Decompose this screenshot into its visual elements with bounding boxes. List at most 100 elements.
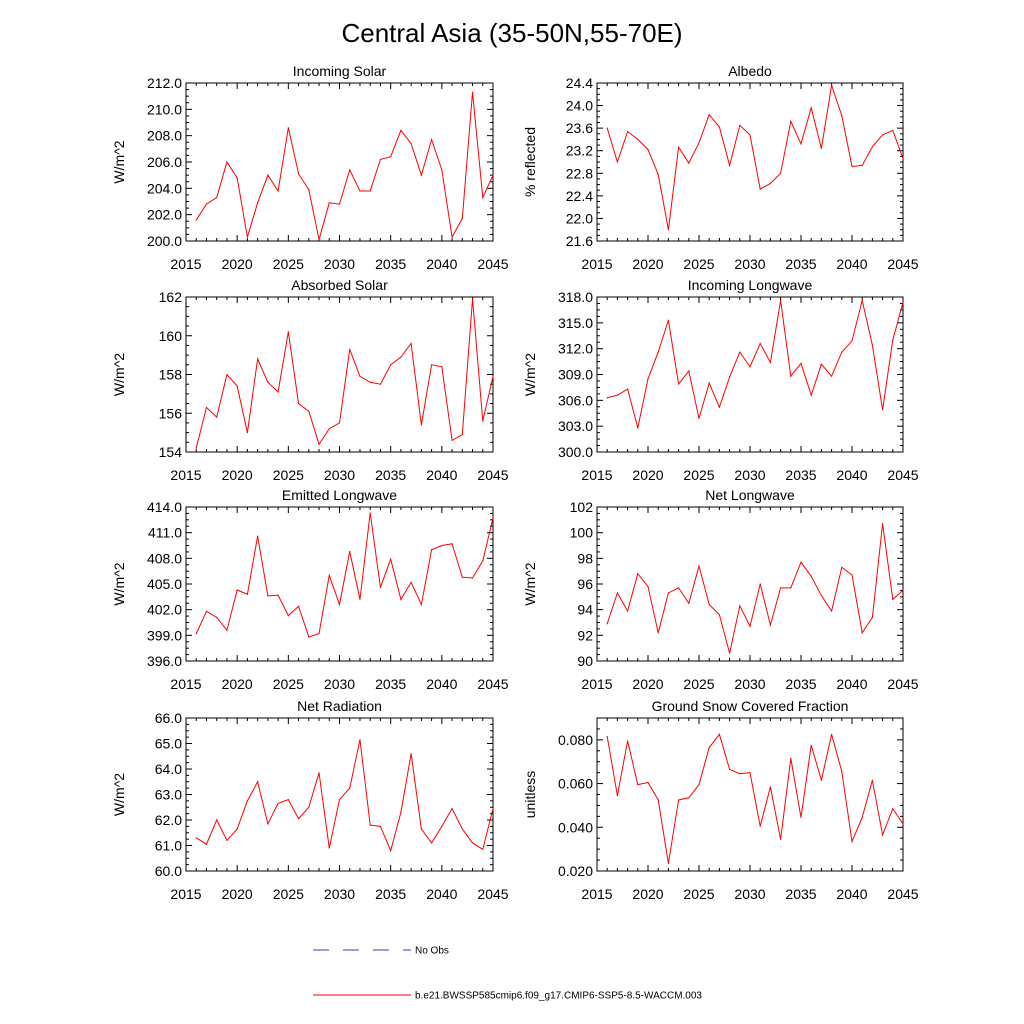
albedo-data-point: [606, 127, 608, 129]
absorbed-solar-data-point: [226, 373, 228, 376]
emitted-longwave-x-tick-label: 2040: [426, 676, 457, 692]
incoming-longwave-data-point: [800, 362, 802, 364]
absorbed-solar-data-point: [441, 366, 443, 368]
emitted-longwave-data-point: [297, 605, 300, 607]
incoming-solar-data-point: [349, 169, 351, 171]
ground-snow-covered-fraction-x-tick-label: 2030: [734, 886, 765, 902]
incoming-longwave-y-tick-label: 315.0: [558, 315, 593, 331]
ground-snow-covered-fraction-plot-frame: [596, 717, 904, 872]
incoming-solar-data-point: [390, 156, 392, 158]
emitted-longwave-x-tick-label: 2030: [324, 676, 355, 692]
absorbed-solar-data-point: [328, 428, 330, 430]
absorbed-solar-data-point: [236, 385, 238, 387]
absorbed-solar-panel: Absorbed Solar 2015 2020 2025 2030 2035 2040 20…: [111, 277, 509, 483]
albedo-data-point: [688, 162, 690, 164]
incoming-solar-plot-frame: [185, 82, 494, 242]
incoming-solar-data-point: [441, 169, 443, 171]
incoming-longwave-data-point: [739, 351, 741, 353]
emitted-longwave-data-point: [267, 595, 269, 597]
incoming-solar-data-point: [205, 203, 208, 205]
incoming-solar-x-tick-label: 2040: [426, 256, 457, 272]
absorbed-solar-data-point: [471, 298, 474, 300]
emitted-longwave-data-point: [226, 629, 228, 631]
emitted-longwave-data-point: [205, 610, 208, 612]
net-longwave-y-tick-label: 94: [577, 602, 593, 618]
net-longwave-plot-frame: [596, 506, 904, 662]
net-radiation-data-point: [461, 828, 463, 830]
absorbed-solar-y-axis-label: W/m^2: [111, 353, 127, 396]
net-longwave-data-point: [657, 632, 659, 634]
incoming-longwave-data-point: [851, 340, 853, 342]
net-radiation-y-tick-label: 60.0: [155, 863, 182, 879]
net-longwave-y-axis-label: W/m^2: [522, 562, 538, 605]
net-radiation-data-point: [420, 828, 422, 830]
ground-snow-covered-fraction-data-point: [718, 733, 721, 735]
absorbed-solar-y-tick-label: 154: [159, 444, 183, 460]
emitted-longwave-y-tick-label: 408.0: [147, 550, 182, 566]
net-longwave-data-point: [892, 598, 894, 601]
albedo-data-point: [759, 188, 761, 190]
net-radiation-data-point: [257, 781, 259, 783]
albedo-y-tick-label: 22.8: [566, 165, 593, 181]
net-longwave-data-point: [698, 565, 700, 567]
emitted-longwave-y-tick-label: 411.0: [148, 525, 182, 541]
ground-snow-covered-fraction-data-point: [851, 840, 853, 843]
net-radiation-data-point: [379, 825, 382, 827]
net-radiation-y-tick-label: 64.0: [155, 761, 182, 777]
absorbed-solar-x-tick-label: 2045: [477, 467, 508, 483]
ground-snow-covered-fraction-data-point: [616, 794, 619, 797]
emitted-longwave-data-point: [482, 560, 484, 562]
albedo-data-point: [831, 84, 833, 86]
absorbed-solar-data-point: [379, 383, 382, 385]
absorbed-solar-data-point: [461, 433, 463, 436]
emitted-longwave-x-tick-label: 2020: [222, 676, 253, 692]
incoming-longwave-data-point: [790, 375, 792, 377]
incoming-longwave-data-point: [678, 383, 680, 385]
net-longwave-series-line: [606, 523, 904, 654]
incoming-solar-y-tick-label: 212.0: [147, 75, 182, 91]
ground-snow-covered-fraction-x-tick-label: 2045: [887, 886, 918, 902]
net-radiation-data-point: [246, 800, 248, 802]
incoming-longwave-data-point: [810, 394, 812, 396]
page-title: Central Asia (35-50N,55-70E): [341, 18, 682, 48]
incoming-longwave-data-point: [749, 366, 751, 368]
incoming-longwave-data-point: [667, 319, 670, 321]
emitted-longwave-data-point: [420, 603, 422, 606]
emitted-longwave-data-point: [318, 633, 320, 635]
net-radiation-data-point: [195, 837, 197, 839]
ground-snow-covered-fraction-data-point: [892, 808, 894, 810]
albedo-data-point: [871, 146, 874, 148]
incoming-solar-y-axis-label: W/m^2: [111, 140, 127, 183]
legend: No Obs b.e21.BWSSP585cmip6.f09_g17.CMIP6…: [313, 946, 702, 1002]
ground-snow-covered-fraction-data-point: [769, 786, 772, 788]
albedo-y-tick-label: 24.0: [566, 98, 593, 114]
albedo-data-point: [892, 129, 894, 131]
incoming-solar-y-tick-label: 208.0: [147, 128, 182, 144]
net-longwave-x-tick-label: 2025: [683, 676, 714, 692]
albedo-data-point: [718, 126, 721, 128]
net-radiation-y-axis-label: W/m^2: [111, 773, 127, 816]
net-longwave-panel: Net Longwave 2015 2020 2025 2030 2035 2040 2045…: [522, 487, 919, 692]
albedo-x-tick-label: 2035: [785, 256, 816, 272]
net-radiation-data-point: [236, 828, 238, 830]
absorbed-solar-data-point: [205, 406, 208, 409]
ground-snow-covered-fraction-y-tick-label: 0.020: [558, 863, 593, 879]
net-radiation-data-point: [451, 807, 453, 810]
net-longwave-x-tick-label: 2040: [836, 676, 867, 692]
incoming-solar-y-tick-label: 200.0: [147, 233, 182, 249]
albedo-x-tick-label: 2045: [887, 256, 918, 272]
albedo-data-point: [647, 148, 649, 151]
absorbed-solar-data-point: [195, 447, 197, 449]
emitted-longwave-data-point: [328, 574, 330, 577]
absorbed-solar-y-tick-label: 158: [159, 367, 183, 383]
ground-snow-covered-fraction-data-point: [902, 823, 904, 825]
ground-snow-covered-fraction-data-point: [688, 797, 690, 799]
absorbed-solar-data-point: [216, 416, 218, 418]
net-longwave-data-point: [769, 624, 772, 626]
net-radiation-y-tick-label: 66.0: [155, 710, 182, 726]
absorbed-solar-title: Absorbed Solar: [291, 277, 388, 293]
incoming-longwave-data-point: [718, 406, 721, 408]
albedo-data-point: [739, 124, 741, 126]
net-radiation-data-point: [338, 799, 341, 801]
ground-snow-covered-fraction-data-point: [861, 816, 863, 819]
